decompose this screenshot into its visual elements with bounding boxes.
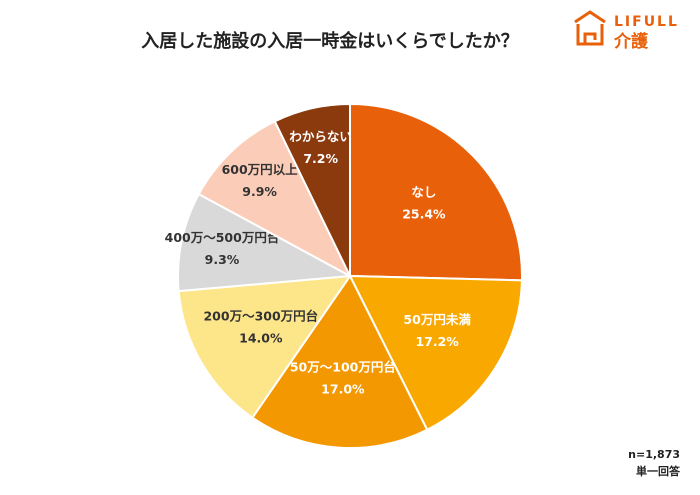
slice-value-label: 25.4% xyxy=(402,206,446,221)
pie-slice xyxy=(177,274,353,420)
chart-title: 入居した施設の入居一時金はいくらでしたか？ xyxy=(141,30,518,52)
pie-slice xyxy=(349,102,523,282)
slice-label: 600万円以上 xyxy=(222,162,299,177)
slice-label: 50万～100万円台 xyxy=(290,359,396,374)
pie-slice xyxy=(177,192,354,293)
logo-brand: LIFULL xyxy=(614,14,679,30)
slice-label: 200万～300万円台 xyxy=(203,308,318,323)
slice-value-label: 14.0% xyxy=(239,330,283,345)
slice-value-label: 9.9% xyxy=(242,184,277,199)
answer-type: 単一回答 xyxy=(636,464,681,478)
sample-size: n=1,873 xyxy=(628,448,680,461)
pie: なし 25.4% 50万円未満 17.2% 50万～100万円台 17.0% 200万～30… xyxy=(165,102,523,449)
slice-label: 50万円未満 xyxy=(403,312,471,327)
slice-value-label: 9.3% xyxy=(205,252,240,267)
logo-service: 介護 xyxy=(613,31,649,52)
slice-label: わからない xyxy=(289,129,352,144)
slice-label: 400万～500万円台 xyxy=(165,230,280,245)
pie-slice xyxy=(251,274,429,449)
logo: LIFULL 介護 xyxy=(574,10,679,52)
pie-slice xyxy=(348,274,523,432)
pie-slice xyxy=(273,102,351,277)
slice-value-label: 17.0% xyxy=(321,381,365,396)
logo-icon xyxy=(574,10,606,46)
slice-label: なし xyxy=(411,184,436,199)
slice-value-label: 7.2% xyxy=(303,151,338,166)
slice-value-label: 17.2% xyxy=(415,334,459,349)
pie-slice xyxy=(197,119,353,279)
